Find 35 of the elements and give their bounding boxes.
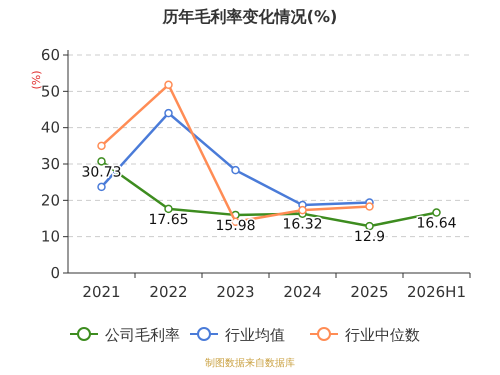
data-label: 16.64	[416, 216, 457, 232]
y-tick-label: 60	[40, 46, 60, 64]
y-tick-label: 0	[50, 264, 60, 282]
y-tick-label: 50	[40, 82, 60, 100]
x-tick-label: 2025	[350, 283, 389, 301]
point	[164, 108, 173, 118]
point	[97, 157, 106, 166]
data-label: 16.32	[282, 216, 323, 233]
y-axis-title: (%)	[30, 70, 43, 90]
text: 制图数据来自数据库	[205, 357, 295, 369]
legend-label: 行业均值	[225, 326, 285, 344]
data-label: 12.9	[354, 229, 386, 246]
data-label: 15.98	[215, 218, 256, 234]
point	[164, 204, 173, 214]
data-label: 17.65	[148, 212, 189, 228]
point	[298, 206, 307, 214]
point	[164, 80, 173, 90]
x-tick-label: 2022	[149, 283, 188, 301]
y-tick-label: 40	[40, 118, 60, 137]
x-tick-label: 2024	[283, 283, 322, 301]
point	[97, 182, 106, 192]
x-tick-label: 2021	[82, 283, 121, 301]
point	[365, 222, 374, 230]
y-tick-label: 20	[40, 191, 60, 210]
point	[231, 166, 240, 174]
legend-label: 行业中位数	[345, 326, 420, 344]
y-tick-label: 30	[40, 155, 60, 173]
chart-title: 历年毛利率变化情况(%)	[162, 7, 338, 26]
point	[365, 202, 374, 211]
y-tick-label: 10	[40, 228, 60, 246]
x-tick-label: 2026H1	[407, 283, 466, 301]
point	[97, 142, 106, 150]
legend-label: 公司毛利率	[105, 326, 180, 344]
x-tick-label: 2023	[216, 283, 255, 301]
point	[432, 208, 441, 217]
